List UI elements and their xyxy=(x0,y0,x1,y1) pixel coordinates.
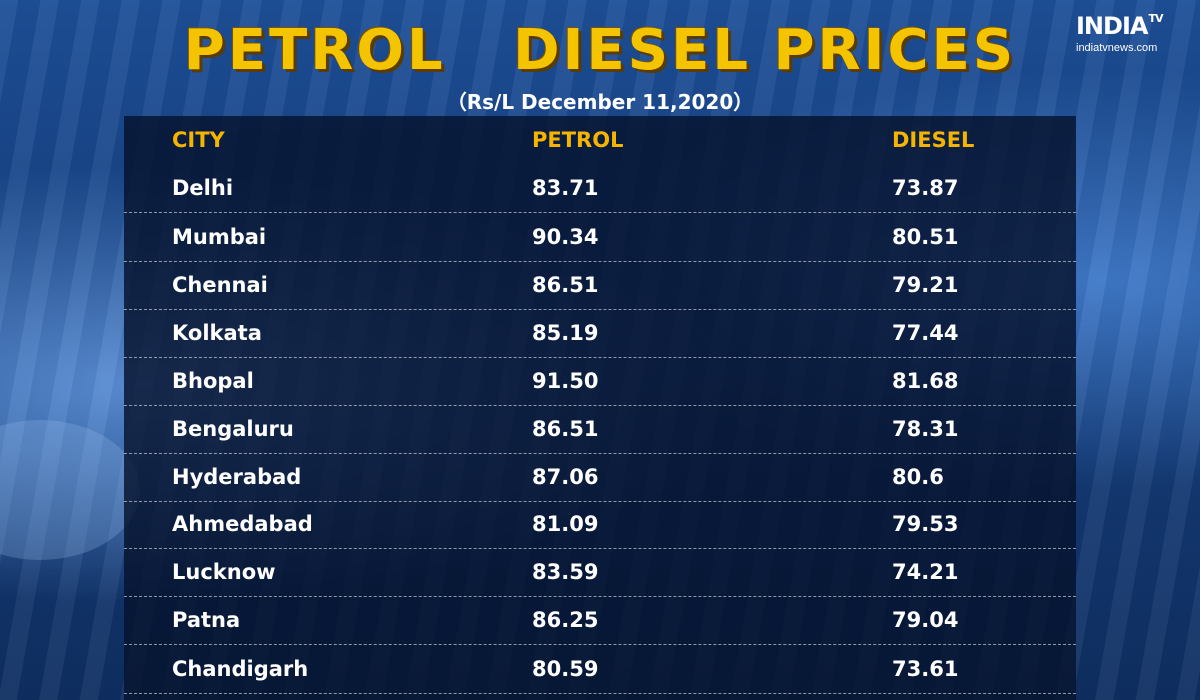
logo-brand: INDIA xyxy=(1076,12,1148,40)
petrol-price-cell: 87.06 xyxy=(532,465,599,489)
petrol-price-cell: 86.51 xyxy=(532,417,599,441)
header-petrol: PETROL xyxy=(532,128,624,152)
diesel-price-cell: 80.6 xyxy=(892,465,944,489)
city-cell: Bengaluru xyxy=(172,417,294,441)
table-row: Hyderabad 87.06 80.6 xyxy=(124,453,1076,502)
diesel-price-cell: 79.21 xyxy=(892,273,959,297)
petrol-price-cell: 86.25 xyxy=(532,608,599,632)
brand-logo: INDIATV indiatvnews.com xyxy=(1076,12,1186,54)
city-cell: Chandigarh xyxy=(172,657,309,681)
background-fuel-nozzle xyxy=(0,420,140,560)
city-cell: Mumbai xyxy=(172,225,267,249)
petrol-price-cell: 91.50 xyxy=(532,369,599,393)
logo-tv: TV xyxy=(1148,12,1163,25)
city-cell: Ahmedabad xyxy=(172,512,313,536)
petrol-price-cell: 80.59 xyxy=(532,657,599,681)
header-city: CITY xyxy=(172,128,225,152)
diesel-price-cell: 81.68 xyxy=(892,369,959,393)
diesel-price-cell: 79.04 xyxy=(892,608,959,632)
table-row: Ahmedabad 81.09 79.53 xyxy=(124,500,1076,549)
city-cell: Chennai xyxy=(172,273,268,297)
diesel-price-cell: 73.61 xyxy=(892,657,959,681)
page-subtitle: （Rs/L December 11,2020） xyxy=(446,90,754,114)
diesel-price-cell: 80.51 xyxy=(892,225,959,249)
city-cell: Hyderabad xyxy=(172,465,302,489)
table-row: Lucknow 83.59 74.21 xyxy=(124,548,1076,597)
table-row: Bengaluru 86.51 78.31 xyxy=(124,405,1076,454)
diesel-price-cell: 73.87 xyxy=(892,176,959,200)
diesel-price-cell: 74.21 xyxy=(892,560,959,584)
table-row: Kolkata 85.19 77.44 xyxy=(124,309,1076,358)
price-table: CITY PETROL DIESEL Delhi 83.71 73.87 Mum… xyxy=(124,116,1076,700)
diesel-price-cell: 77.44 xyxy=(892,321,959,345)
page-title: PETROL DIESEL PRICES xyxy=(183,18,1017,83)
table-row: Patna 86.25 79.04 xyxy=(124,596,1076,645)
table-row: Bhopal 91.50 81.68 xyxy=(124,357,1076,406)
logo-site: indiatvnews.com xyxy=(1076,42,1158,54)
city-cell: Kolkata xyxy=(172,321,262,345)
petrol-price-cell: 86.51 xyxy=(532,273,599,297)
petrol-price-cell: 90.34 xyxy=(532,225,599,249)
city-cell: Delhi xyxy=(172,176,234,200)
petrol-price-cell: 81.09 xyxy=(532,512,599,536)
table-row: Delhi 83.71 73.87 xyxy=(124,164,1076,213)
city-cell: Lucknow xyxy=(172,560,276,584)
logo-wordmark: INDIATV xyxy=(1076,12,1186,40)
table-row: Chandigarh 80.59 73.61 xyxy=(124,645,1076,694)
petrol-price-cell: 85.19 xyxy=(532,321,599,345)
petrol-price-cell: 83.71 xyxy=(532,176,599,200)
table-row: Mumbai 90.34 80.51 xyxy=(124,213,1076,262)
table-header-row: CITY PETROL DIESEL xyxy=(124,116,1076,164)
diesel-price-cell: 79.53 xyxy=(892,512,959,536)
city-cell: Bhopal xyxy=(172,369,254,393)
city-cell: Patna xyxy=(172,608,241,632)
table-row: Chennai 86.51 79.21 xyxy=(124,261,1076,310)
diesel-price-cell: 78.31 xyxy=(892,417,959,441)
header-diesel: DIESEL xyxy=(892,128,975,152)
petrol-price-cell: 83.59 xyxy=(532,560,599,584)
